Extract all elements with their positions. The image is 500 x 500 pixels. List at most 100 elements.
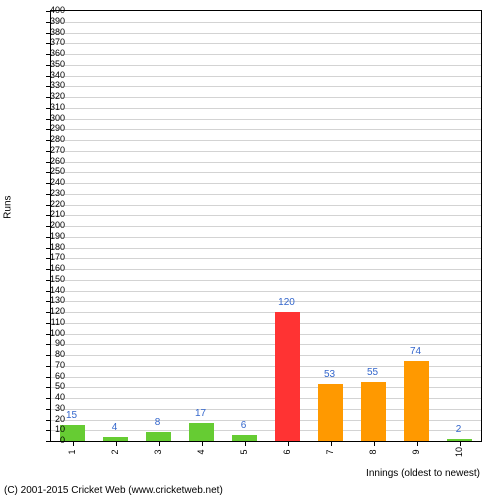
y-tick <box>46 398 51 399</box>
gridline <box>51 258 481 259</box>
copyright-text: (C) 2001-2015 Cricket Web (www.cricketwe… <box>4 485 223 496</box>
y-tick <box>46 430 51 431</box>
y-axis-label: Runs <box>3 195 14 218</box>
bar <box>404 361 430 441</box>
bar-value-label: 8 <box>155 417 161 428</box>
bar <box>189 423 215 441</box>
x-tick-label: 6 <box>282 442 292 462</box>
y-tick-label: 60 <box>55 371 65 381</box>
x-tick-label: 1 <box>67 442 77 462</box>
y-tick-label: 0 <box>60 435 65 445</box>
bar <box>361 382 387 441</box>
y-tick-label: 30 <box>55 403 65 413</box>
gridline <box>51 86 481 87</box>
bar-value-label: 74 <box>410 346 421 357</box>
y-tick <box>46 355 51 356</box>
gridline <box>51 269 481 270</box>
x-tick-label: 4 <box>196 442 206 462</box>
y-tick-label: 380 <box>50 27 65 37</box>
gridline <box>51 54 481 55</box>
y-tick-label: 90 <box>55 338 65 348</box>
gridline <box>51 129 481 130</box>
gridline <box>51 323 481 324</box>
y-tick-label: 320 <box>50 91 65 101</box>
y-tick-label: 220 <box>50 199 65 209</box>
y-tick-label: 280 <box>50 134 65 144</box>
x-tick-label: 8 <box>368 442 378 462</box>
gridline <box>51 151 481 152</box>
y-tick-label: 130 <box>50 295 65 305</box>
gridline <box>51 226 481 227</box>
y-tick-label: 300 <box>50 113 65 123</box>
x-tick-label: 3 <box>153 442 163 462</box>
x-tick-label: 7 <box>325 442 335 462</box>
gridline <box>51 344 481 345</box>
y-tick-label: 160 <box>50 263 65 273</box>
y-tick-label: 360 <box>50 48 65 58</box>
bar <box>275 312 301 441</box>
y-tick-label: 290 <box>50 123 65 133</box>
bar-value-label: 15 <box>66 410 77 421</box>
y-tick-label: 270 <box>50 145 65 155</box>
y-tick-label: 260 <box>50 156 65 166</box>
y-tick-label: 250 <box>50 166 65 176</box>
y-tick-label: 230 <box>50 188 65 198</box>
y-tick <box>46 344 51 345</box>
x-tick-label: 2 <box>110 442 120 462</box>
gridline <box>51 194 481 195</box>
y-tick-label: 140 <box>50 285 65 295</box>
gridline <box>51 65 481 66</box>
gridline <box>51 97 481 98</box>
y-tick-label: 150 <box>50 274 65 284</box>
chart-plot-area <box>50 10 482 442</box>
gridline <box>51 33 481 34</box>
y-tick-label: 340 <box>50 70 65 80</box>
y-tick <box>46 366 51 367</box>
y-tick <box>46 420 51 421</box>
y-tick-label: 390 <box>50 16 65 26</box>
gridline <box>51 312 481 313</box>
gridline <box>51 183 481 184</box>
gridline <box>51 248 481 249</box>
y-tick-label: 20 <box>55 414 65 424</box>
y-tick-label: 240 <box>50 177 65 187</box>
y-tick-label: 330 <box>50 80 65 90</box>
y-tick-label: 80 <box>55 349 65 359</box>
gridline <box>51 215 481 216</box>
bar <box>146 432 172 441</box>
bar-value-label: 4 <box>112 422 118 433</box>
y-tick-label: 190 <box>50 231 65 241</box>
bar-value-label: 17 <box>195 408 206 419</box>
y-tick <box>46 441 51 442</box>
bar-value-label: 120 <box>278 297 295 308</box>
gridline <box>51 291 481 292</box>
bar-value-label: 53 <box>324 369 335 380</box>
y-tick-label: 100 <box>50 328 65 338</box>
gridline <box>51 76 481 77</box>
gridline <box>51 334 481 335</box>
bar-value-label: 55 <box>367 367 378 378</box>
y-tick-label: 110 <box>51 317 65 327</box>
y-tick-label: 180 <box>50 242 65 252</box>
x-tick-label: 10 <box>454 442 464 462</box>
gridline <box>51 301 481 302</box>
x-tick-label: 5 <box>239 442 249 462</box>
y-tick-label: 200 <box>50 220 65 230</box>
bar-value-label: 6 <box>241 420 247 431</box>
gridline <box>51 205 481 206</box>
x-axis-label: Innings (oldest to newest) <box>366 468 480 479</box>
gridline <box>51 172 481 173</box>
gridline <box>51 108 481 109</box>
bar <box>318 384 344 441</box>
gridline <box>51 119 481 120</box>
y-tick-label: 310 <box>50 102 65 112</box>
y-tick <box>46 377 51 378</box>
y-tick-label: 400 <box>50 5 65 15</box>
y-tick-label: 70 <box>55 360 65 370</box>
y-tick-label: 10 <box>55 424 65 434</box>
y-tick-label: 170 <box>50 252 65 262</box>
y-tick-label: 40 <box>55 392 65 402</box>
gridline <box>51 140 481 141</box>
y-tick-label: 120 <box>50 306 65 316</box>
gridline <box>51 237 481 238</box>
